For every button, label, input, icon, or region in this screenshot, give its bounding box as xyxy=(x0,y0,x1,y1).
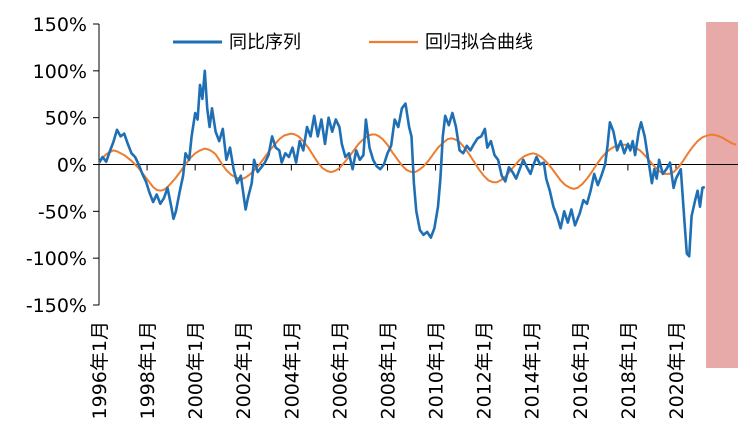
y-tick-label: 100% xyxy=(33,61,87,83)
x-tick-label: 2006年1月 xyxy=(329,321,351,419)
x-tick-label: 2016年1月 xyxy=(570,321,592,419)
y-tick-label: -150% xyxy=(26,295,87,317)
x-tick-label: 2004年1月 xyxy=(281,321,303,419)
y-tick-label: 50% xyxy=(45,108,87,130)
legend-label-yoy: 同比序列 xyxy=(229,32,301,53)
x-axis: 1996年1月 1998年1月 2000年1月 2002年1月 2004年1月 2006年… xyxy=(89,164,738,419)
y-tick-label: 150% xyxy=(33,14,87,36)
x-tick-label: 1998年1月 xyxy=(137,321,159,419)
x-tick-label: 2010年1月 xyxy=(426,321,448,419)
x-tick-label: 2012年1月 xyxy=(474,321,496,419)
x-tick-label: 2000年1月 xyxy=(185,321,207,419)
x-tick-label: 1996年1月 xyxy=(89,321,111,419)
y-tick-label: -100% xyxy=(26,248,87,270)
plot-area xyxy=(97,69,737,258)
x-tick-label: 2002年1月 xyxy=(233,321,255,419)
series-line-yoy xyxy=(97,69,706,258)
forecast-shaded-region xyxy=(706,22,738,368)
x-tick-label: 2014年1月 xyxy=(522,321,544,419)
y-tick-label: 0% xyxy=(57,155,87,177)
legend: 同比序列 回归拟合曲线 xyxy=(173,32,533,53)
series-line-fit xyxy=(98,132,737,192)
legend-label-fit: 回归拟合曲线 xyxy=(425,32,533,53)
y-axis: 150% 100% 50% 0% -50% -100% -150% xyxy=(26,14,100,317)
y-tick-label: -50% xyxy=(38,201,87,223)
x-tick-label: 2018年1月 xyxy=(618,321,640,419)
x-tick-label: 2008年1月 xyxy=(377,321,399,419)
x-tick-label: 2020年1月 xyxy=(666,321,688,419)
